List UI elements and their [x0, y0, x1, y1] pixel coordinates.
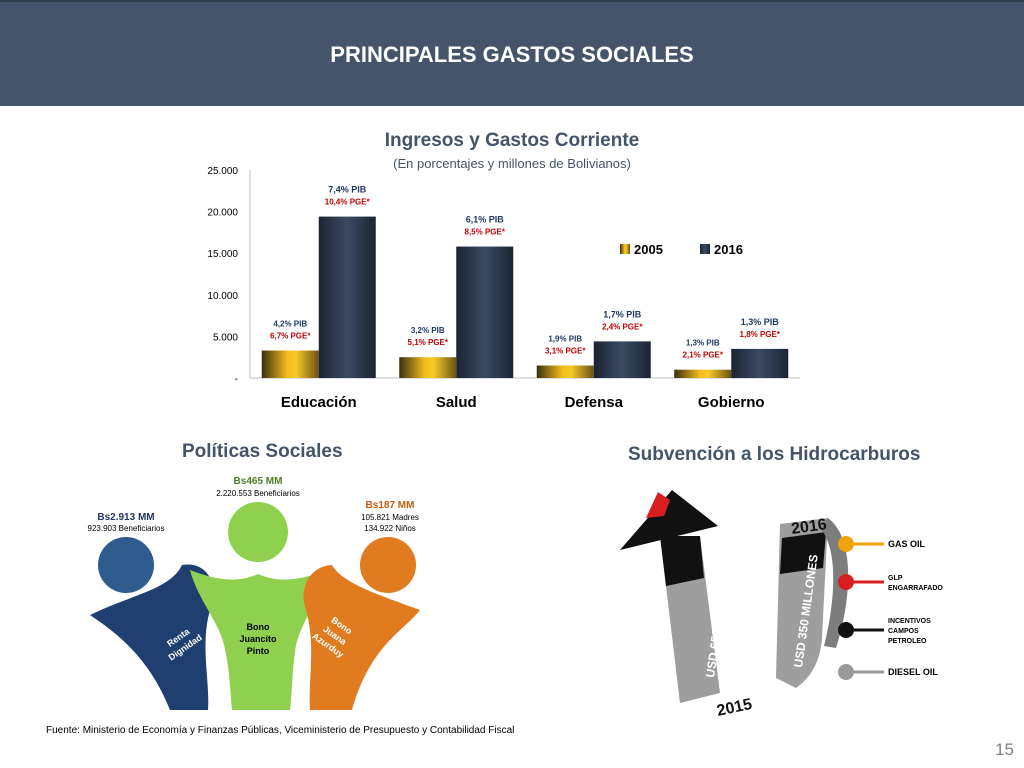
down-arrow-curve	[820, 518, 849, 648]
juancito-pinto-head	[228, 502, 288, 562]
juancito-pinto-body	[190, 570, 328, 710]
policy-name: Bono Juancito Pinto	[239, 622, 277, 656]
renta-dignidad-amount: Bs2.913 MM	[97, 512, 154, 523]
year-end: 2016	[790, 516, 828, 538]
x-tick-label: Salud	[436, 394, 477, 411]
legend-label-2005: 2005	[634, 242, 663, 257]
down-arrow-dark	[780, 532, 826, 574]
data-label-pge: 3,1% PGE*	[545, 347, 586, 356]
bar-2016	[731, 348, 789, 378]
chart-bars	[261, 216, 789, 378]
subsidy-branch-dot	[838, 622, 854, 638]
data-label-pge: 6,7% PGE*	[270, 332, 311, 341]
subsidy-item-label: INCENTIVOS CAMPOS PETROLEO	[888, 618, 931, 645]
x-tick-label: Educación	[281, 394, 357, 411]
subsidy-item-label: DIESEL OIL	[888, 667, 938, 677]
x-tick-label: Gobierno	[698, 394, 765, 411]
subsidy-branch-dot	[838, 664, 854, 680]
bar-2005	[399, 357, 457, 378]
data-label-pge: 1,8% PGE*	[740, 330, 781, 339]
subsidy-title: Subvención a los Hidrocarburos	[628, 444, 921, 465]
y-tick-label: 20.000	[207, 208, 238, 219]
year-start: 2015	[715, 696, 753, 720]
data-label-pib: 6,1% PIB	[466, 215, 505, 225]
data-label-pib: 1,3% PIB	[741, 317, 780, 327]
data-label-pge: 8,5% PGE*	[465, 228, 506, 237]
bar-2016	[318, 216, 376, 378]
subsidy-branch-dot	[838, 574, 854, 590]
up-arrow-flame	[646, 492, 670, 518]
legend-swatch-2005	[620, 244, 630, 254]
bar-2016	[593, 341, 651, 378]
juancito-pinto-amount: Bs465 MM	[234, 476, 283, 487]
data-label-pib: 7,4% PIB	[328, 185, 367, 195]
data-label-pge: 5,1% PGE*	[408, 338, 449, 347]
policies-title: Políticas Sociales	[182, 441, 343, 462]
up-arrow-dark	[660, 536, 704, 586]
bar-2016	[456, 246, 514, 378]
y-tick-label: 5.000	[213, 332, 238, 343]
chart-title: Ingresos y Gastos Corriente	[384, 130, 640, 151]
chart-labels: Educación 4,2% PIB 6,7% PGE* 7,4% PIB 10,4% …	[270, 185, 781, 411]
data-label-pib: 1,9% PIB	[548, 335, 582, 344]
data-label-pib: 3,2% PIB	[411, 326, 445, 335]
subsidy-item-label: GAS OIL	[888, 539, 926, 549]
subsidy-branch-dot	[838, 536, 854, 552]
juana-azurduy-detail2: 134.922 Niños	[364, 524, 416, 533]
juancito-pinto-detail: 2.220.553 Beneficiarios	[216, 489, 300, 498]
up-arrow-head	[620, 490, 718, 550]
data-label-pge: 2,4% PGE*	[602, 322, 643, 331]
source-note: Fuente: Ministerio de Economía y Finanza…	[46, 725, 515, 736]
hydrocarbon-subsidy-graphic: 2015 2016 USD 658 MILLONES USD 350 MILLO…	[620, 490, 943, 720]
data-label-pib: 4,2% PIB	[273, 320, 307, 329]
juana-azurduy-detail: 105.821 Madres	[361, 513, 419, 522]
y-tick-label: 25.000	[207, 166, 238, 177]
x-tick-label: Defensa	[565, 394, 624, 411]
y-tick-label: 15.000	[207, 249, 238, 260]
juana-azurduy-body	[303, 565, 420, 710]
social-policies-graphic: Bs2.913 MM 923.903 Beneficiarios Bs465 M…	[88, 476, 420, 710]
data-label-pib: 1,7% PIB	[603, 309, 642, 319]
juana-azurduy-amount: Bs187 MM	[366, 500, 415, 511]
data-label-pib: 1,3% PIB	[686, 339, 720, 348]
renta-dignidad-body	[90, 564, 214, 710]
bar-2005	[536, 365, 594, 378]
juana-azurduy-head	[360, 537, 416, 593]
bar-2005	[674, 369, 732, 378]
legend-label-2016: 2016	[714, 242, 743, 257]
bar-chart: - 5.000 10.000 15.000 20.000 25.000 Educación…	[207, 166, 800, 411]
legend-swatch-2016	[700, 244, 710, 254]
y-tick-label: 10.000	[207, 291, 238, 302]
bar-2005	[261, 350, 319, 378]
renta-dignidad-head	[98, 537, 154, 593]
page-title: PRINCIPALES GASTOS SOCIALES	[330, 42, 694, 67]
y-tick-label: -	[235, 374, 238, 385]
subsidy-item-label: GLP ENGARRAFADO	[888, 575, 943, 592]
title-banner: PRINCIPALES GASTOS SOCIALES	[0, 0, 1024, 106]
page-number: 15	[995, 740, 1014, 759]
data-label-pge: 10,4% PGE*	[325, 198, 371, 207]
data-label-pge: 2,1% PGE*	[683, 351, 724, 360]
chart-subtitle: (En porcentajes y millones de Bolivianos…	[393, 156, 631, 171]
renta-dignidad-detail: 923.903 Beneficiarios	[88, 524, 165, 533]
chart-legend: 2005 2016	[620, 242, 743, 257]
